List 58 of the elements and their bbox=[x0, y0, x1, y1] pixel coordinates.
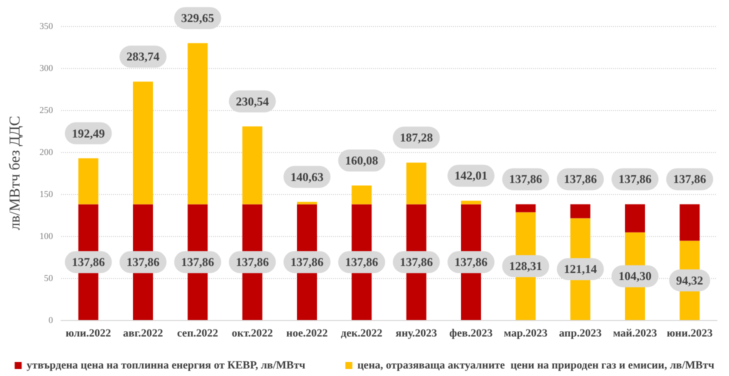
x-tick-label: окт.2022 bbox=[232, 328, 274, 340]
data-label: 104,30 bbox=[618, 269, 652, 284]
legend-label: цена, отразяваща актуалните цени на природен газ и емисии, лв/МВтч bbox=[357, 360, 714, 372]
data-label: 137,86 bbox=[236, 255, 269, 270]
x-tick-label: юни.2023 bbox=[666, 328, 714, 340]
x-tick-label: авг.2022 bbox=[123, 328, 164, 340]
data-label: 137,86 bbox=[345, 255, 378, 270]
bar bbox=[570, 204, 590, 218]
y-tick-label: 50 bbox=[44, 273, 54, 283]
x-tick-label: май.2023 bbox=[612, 328, 658, 340]
total-label: 137,86 bbox=[673, 172, 706, 186]
data-label: 137,86 bbox=[126, 255, 160, 270]
bar bbox=[242, 126, 262, 204]
total-label: 142,01 bbox=[454, 168, 488, 183]
total-label: 283,74 bbox=[126, 50, 160, 64]
data-label: 94,32 bbox=[676, 273, 704, 288]
y-tick-label: 0 bbox=[48, 315, 54, 325]
total-label: 192,49 bbox=[72, 126, 105, 140]
total-label: 160,08 bbox=[345, 154, 378, 168]
total-label: 137,86 bbox=[509, 172, 542, 186]
x-tick-label: яну.2023 bbox=[396, 328, 438, 340]
x-tick-label: мар.2023 bbox=[504, 328, 548, 340]
bar bbox=[78, 158, 98, 204]
y-tick-label: 350 bbox=[40, 21, 54, 31]
legend-label: утвърдена цена на топлинна енергия от КЕВР, лв/МВтч bbox=[26, 360, 306, 372]
data-label: 121,14 bbox=[564, 262, 597, 276]
x-tick-label: дек.2022 bbox=[340, 328, 383, 340]
data-label: 137,86 bbox=[72, 255, 105, 270]
data-label: 137,86 bbox=[181, 255, 214, 270]
bar bbox=[461, 200, 481, 204]
total-label: 329,65 bbox=[181, 11, 214, 26]
total-label: 137,86 bbox=[564, 172, 597, 186]
total-label: 137,86 bbox=[618, 172, 652, 186]
x-tick-label: сеп.2022 bbox=[177, 328, 219, 340]
data-label: 137,86 bbox=[290, 255, 324, 270]
bar bbox=[625, 204, 645, 232]
y-tick-label: 150 bbox=[40, 189, 54, 199]
x-tick-label: ное.2022 bbox=[286, 328, 328, 340]
total-label: 230,54 bbox=[236, 94, 269, 108]
total-label: 187,28 bbox=[400, 130, 433, 145]
bar bbox=[352, 186, 372, 204]
y-tick-label: 250 bbox=[40, 105, 54, 115]
bar bbox=[188, 43, 208, 204]
bar bbox=[406, 162, 426, 204]
y-tick-label: 200 bbox=[40, 147, 54, 157]
y-tick-label: 100 bbox=[40, 231, 54, 241]
x-tick-label: юли.2022 bbox=[66, 328, 112, 340]
data-label: 137,86 bbox=[400, 255, 433, 270]
y-tick-label: 300 bbox=[40, 63, 54, 73]
total-label: 140,63 bbox=[290, 170, 324, 184]
bar bbox=[680, 204, 700, 241]
bar bbox=[516, 204, 536, 212]
bar bbox=[133, 82, 153, 204]
data-label: 128,31 bbox=[509, 259, 542, 274]
x-tick-label: фев.2023 bbox=[449, 328, 494, 340]
x-tick-label: апр.2023 bbox=[559, 328, 602, 340]
data-label: 137,86 bbox=[454, 255, 488, 270]
y-axis-title: лв/МВтч без ДДС bbox=[8, 116, 24, 230]
